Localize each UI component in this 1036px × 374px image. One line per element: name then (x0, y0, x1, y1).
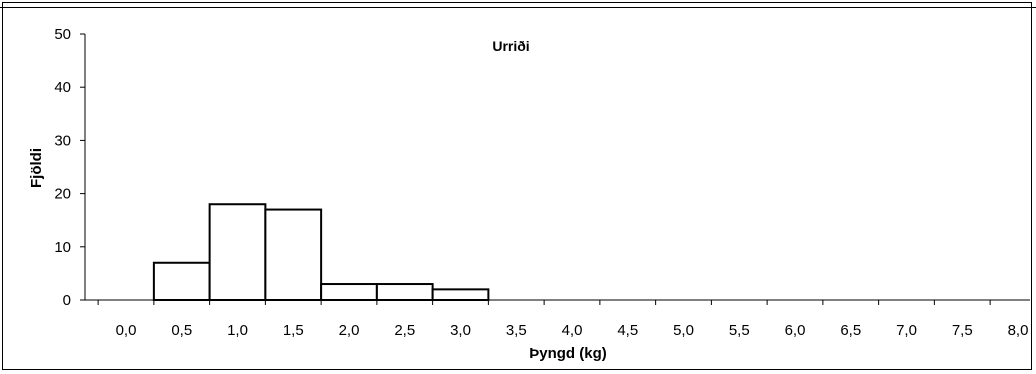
y-tick-label: 0 (63, 292, 71, 309)
x-tick-label: 5,0 (673, 322, 694, 339)
histogram-bar (208, 203, 267, 302)
bars (152, 203, 490, 302)
x-tick-label: 4,5 (617, 322, 638, 339)
x-axis-title: Þyngd (kg) (529, 345, 607, 362)
x-tick-label: 0,0 (116, 322, 137, 339)
histogram-bar (264, 208, 323, 301)
y-tick-label: 40 (54, 79, 71, 96)
x-tick-label: 8,0 (1008, 322, 1029, 339)
histogram-bar (375, 283, 434, 302)
y-axis-title: Fjöldi (28, 148, 45, 188)
y-tick-label: 10 (54, 239, 71, 256)
y-tick-label: 50 (54, 26, 71, 43)
x-tick-label: 1,5 (283, 322, 304, 339)
chart-title: Urriði (492, 38, 529, 54)
x-tick-label: 6,0 (785, 322, 806, 339)
x-tick-label: 2,0 (339, 322, 360, 339)
histogram-bar (431, 288, 490, 301)
y-tick-label: 30 (54, 132, 71, 149)
axes (80, 33, 1030, 305)
x-tick-label: 1,0 (227, 322, 248, 339)
x-tick-label: 5,5 (729, 322, 750, 339)
x-tick-labels: 0,0 0,5 1,0 1,5 2,0 2,5 3,0 3,5 4,0 4,5 5,0 5,5 6,0 6… (116, 322, 1029, 339)
histogram-bar (320, 283, 378, 302)
x-tick-label: 2,5 (394, 322, 415, 339)
x-tick-label: 7,5 (952, 322, 973, 339)
x-tick-label: 6,5 (840, 322, 861, 339)
x-tick-label: 3,5 (506, 322, 527, 339)
top-frame-border (0, 0, 1036, 8)
chart-frame (2, 2, 1032, 370)
y-tick-label: 20 (54, 186, 71, 203)
x-tick-label: 7,0 (896, 322, 917, 339)
x-tick-label: 4,0 (562, 322, 583, 339)
x-tick-label: 0,5 (171, 322, 192, 339)
y-tick-labels: 0 10 20 30 40 50 (54, 26, 71, 309)
x-tick-label: 3,0 (450, 322, 471, 339)
histogram-bar (152, 261, 211, 302)
